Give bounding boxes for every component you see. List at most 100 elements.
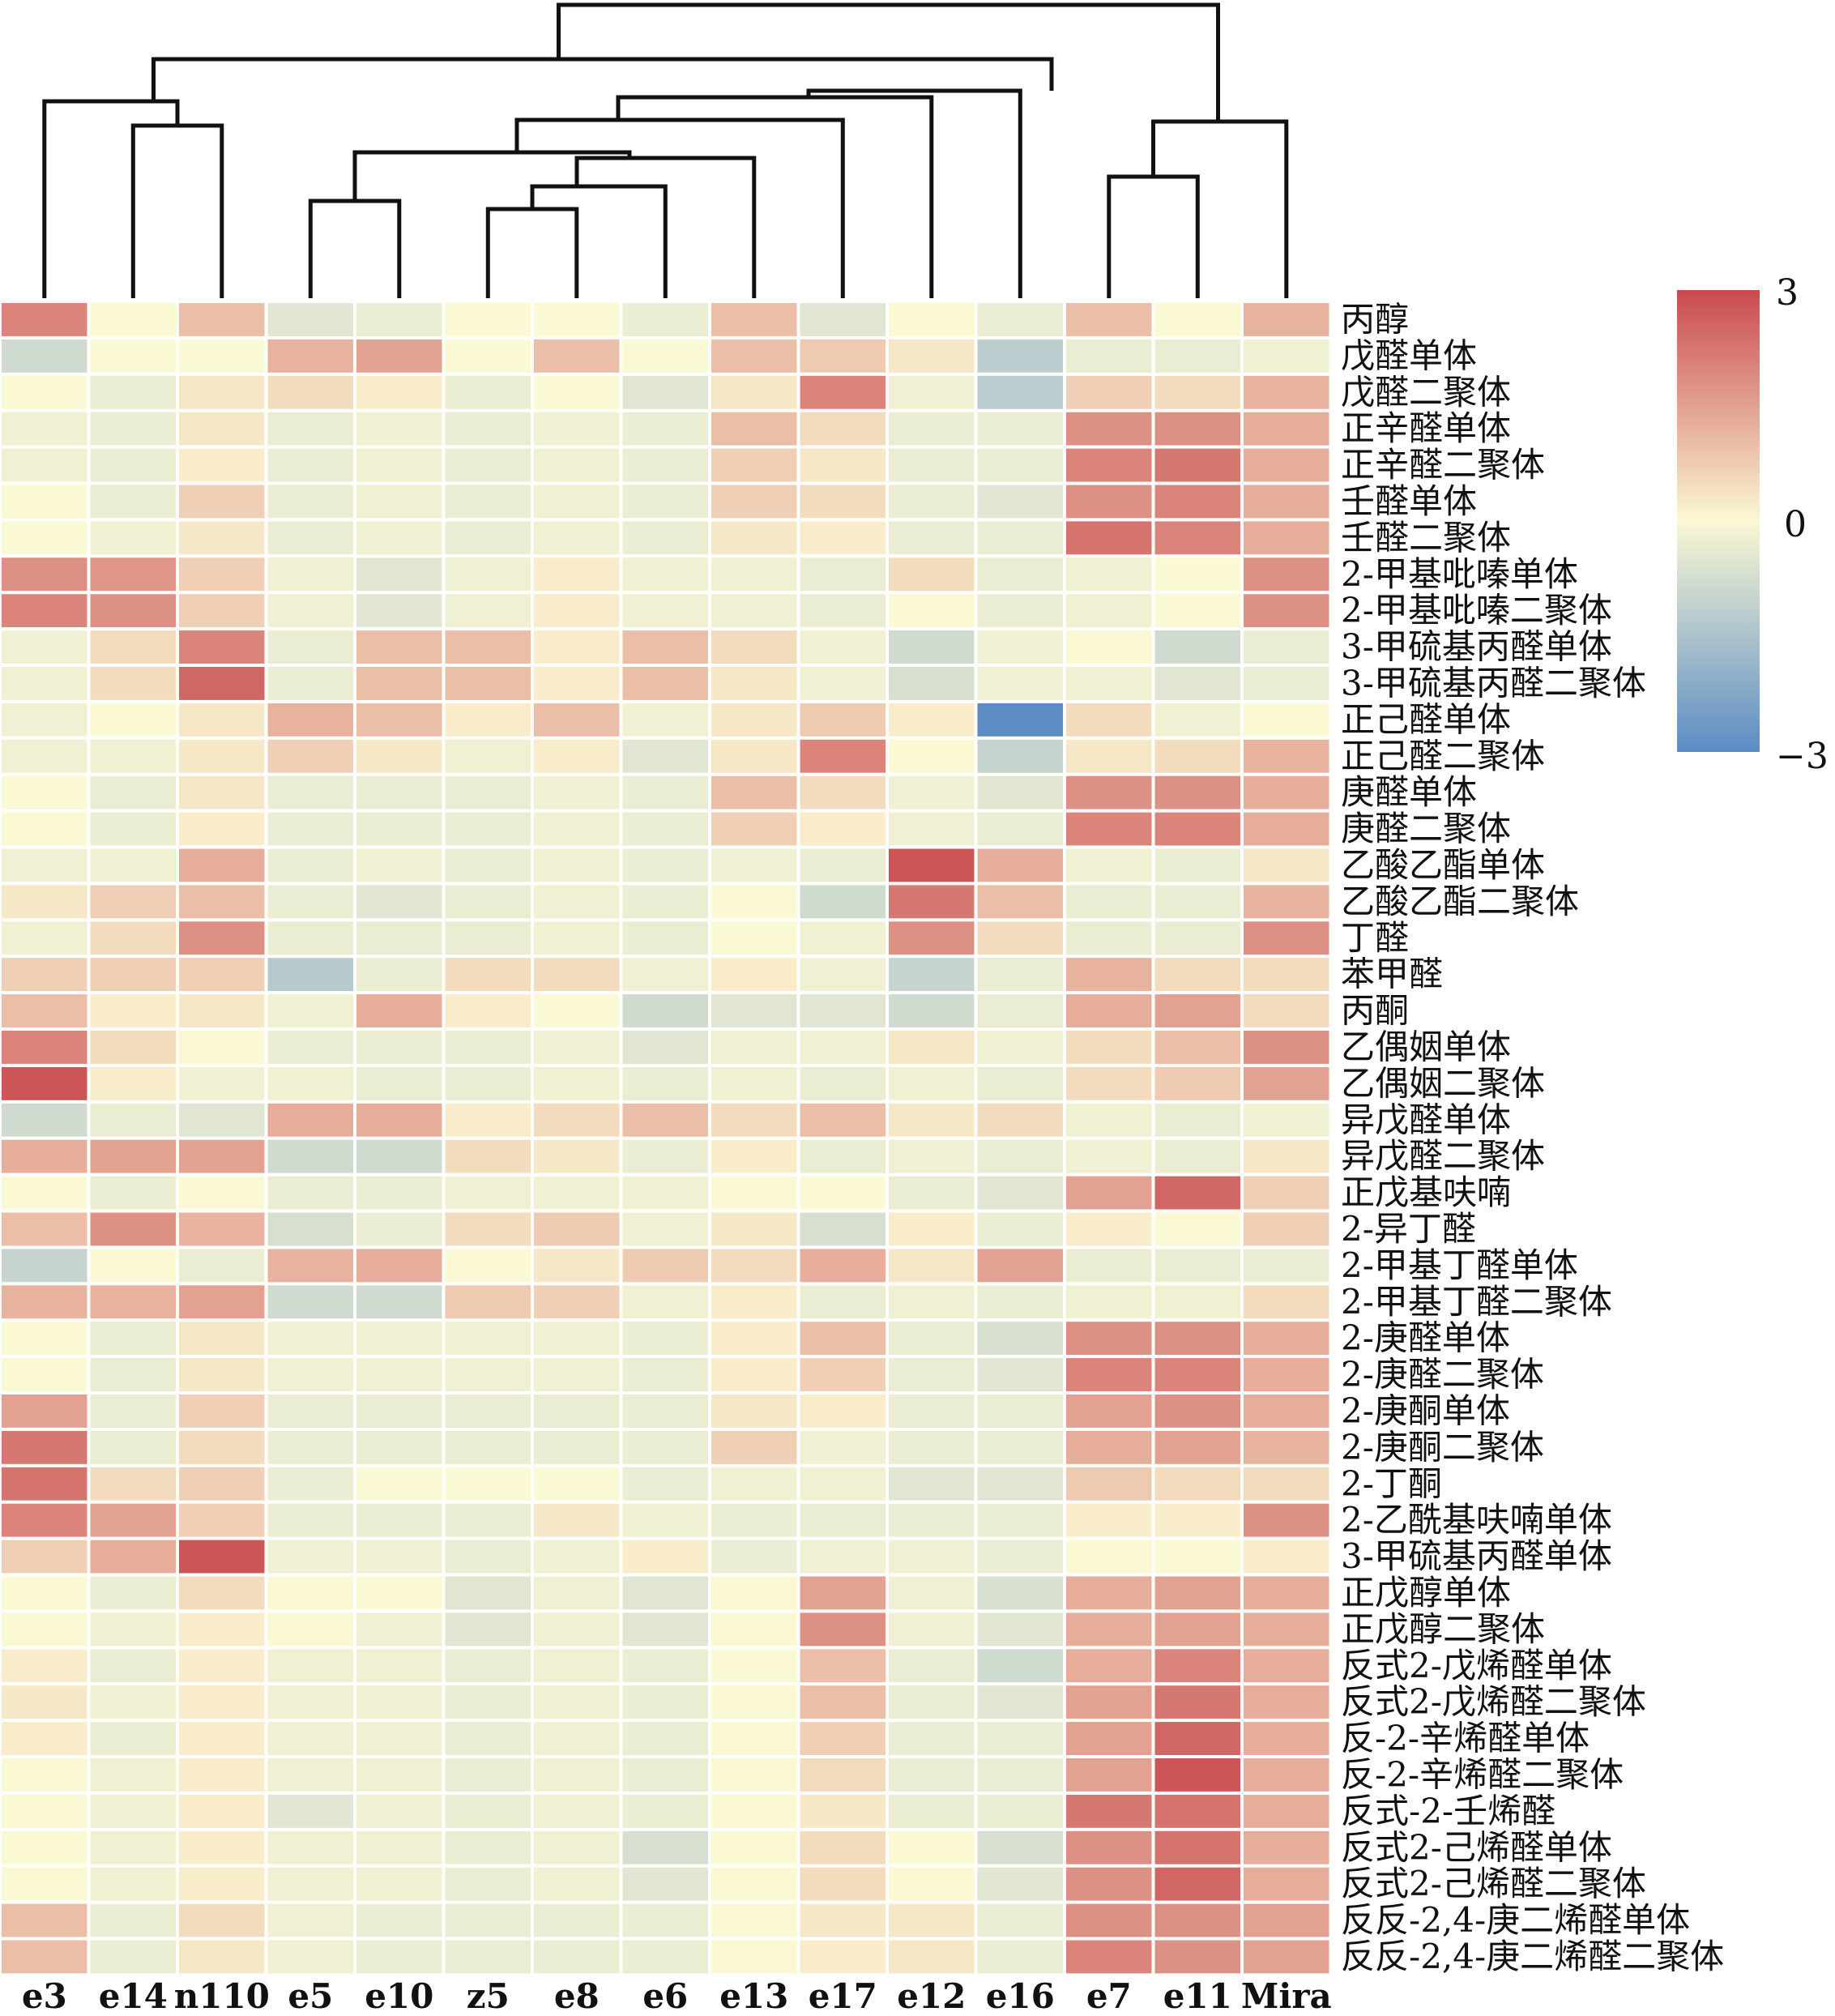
- heatmap-cell: [1154, 1503, 1240, 1537]
- heatmap-cell: [534, 812, 620, 846]
- heatmap-cell: [179, 703, 265, 737]
- dendrogram-link: [42, 99, 180, 298]
- heatmap-cell: [90, 994, 176, 1027]
- heatmap-cell: [179, 885, 265, 919]
- heatmap-cell: [711, 412, 797, 446]
- heatmap-cell: [179, 521, 265, 555]
- heatmap-cell: [1244, 375, 1329, 409]
- heatmap-cell: [356, 557, 442, 592]
- column-label: e13: [719, 1976, 788, 2016]
- heatmap-cell: [90, 1794, 176, 1828]
- dendrogram-link: [1107, 174, 1200, 298]
- heatmap-cell: [179, 667, 265, 700]
- heatmap-cell: [356, 1540, 442, 1574]
- heatmap-cell: [356, 1212, 442, 1246]
- heatmap-cell: [534, 1867, 620, 1901]
- heatmap-cell: [889, 412, 975, 446]
- heatmap-cell: [1154, 1903, 1240, 1937]
- heatmap-cell: [534, 1794, 620, 1828]
- heatmap-cell: [179, 448, 265, 482]
- heatmap-cell: [534, 1940, 620, 1974]
- heatmap-cell: [711, 1212, 797, 1246]
- heatmap-cell: [977, 557, 1063, 592]
- heatmap-cell: [2, 1830, 87, 1864]
- heatmap-cell: [356, 812, 442, 846]
- heatmap-cell: [800, 412, 885, 446]
- heatmap-cell: [445, 1576, 531, 1610]
- heatmap-cell: [267, 1031, 353, 1064]
- heatmap-cell: [711, 1503, 797, 1537]
- heatmap-cell: [534, 1758, 620, 1792]
- heatmap-cell: [534, 921, 620, 955]
- heatmap-cell: [2, 1867, 87, 1901]
- heatmap-cell: [1244, 1066, 1329, 1100]
- heatmap-cell: [889, 521, 975, 555]
- heatmap-cell: [179, 1139, 265, 1173]
- heatmap-cell: [800, 667, 885, 700]
- heatmap-cell: [1066, 958, 1152, 992]
- heatmap-cell: [90, 1322, 176, 1356]
- heatmap-cell: [711, 703, 797, 737]
- heatmap-cell: [800, 303, 885, 336]
- heatmap-cell: [800, 557, 885, 592]
- heatmap-cell: [889, 1867, 975, 1901]
- heatmap-cell: [622, 1212, 708, 1246]
- heatmap-cell: [534, 1830, 620, 1864]
- column-label: e7: [1086, 1976, 1132, 2016]
- heatmap-cell: [356, 1503, 442, 1537]
- color-scale-tick-mid: 0: [1784, 504, 1807, 545]
- heatmap-cell: [622, 1540, 708, 1574]
- heatmap-cell: [445, 1649, 531, 1683]
- heatmap-cell: [534, 1540, 620, 1574]
- heatmap-cell: [711, 1103, 797, 1137]
- heatmap-cell: [800, 1540, 885, 1574]
- heatmap-cell: [977, 521, 1063, 555]
- heatmap-cell: [445, 1249, 531, 1283]
- heatmap-cell: [2, 339, 87, 373]
- heatmap-cell: [800, 1612, 885, 1647]
- heatmap-cell: [90, 1103, 176, 1137]
- heatmap-cell: [711, 1540, 797, 1574]
- heatmap-cell: [179, 1867, 265, 1901]
- heatmap-cell: [889, 630, 975, 664]
- heatmap-cell: [2, 412, 87, 446]
- heatmap-cell: [445, 412, 531, 446]
- heatmap-cell: [179, 412, 265, 446]
- heatmap-cell: [977, 1103, 1063, 1137]
- heatmap-cell: [356, 1903, 442, 1937]
- heatmap-cell: [977, 1467, 1063, 1501]
- heatmap-cell: [534, 339, 620, 373]
- heatmap-cell: [2, 1176, 87, 1210]
- heatmap-cell: [800, 594, 885, 628]
- heatmap-cell: [977, 958, 1063, 992]
- heatmap-cell: [2, 812, 87, 846]
- heatmap-cell: [534, 594, 620, 628]
- dendrogram-link: [1151, 119, 1289, 298]
- heatmap-cell: [179, 1940, 265, 1974]
- heatmap-cell: [977, 375, 1063, 409]
- heatmap-cell: [267, 1358, 353, 1391]
- heatmap-cell: [534, 958, 620, 992]
- heatmap-cell: [1154, 1139, 1240, 1173]
- heatmap-cell: [445, 630, 531, 664]
- heatmap-cell: [977, 1794, 1063, 1828]
- heatmap-cell: [90, 1649, 176, 1683]
- column-label: e14: [99, 1976, 168, 2016]
- heatmap-cell: [977, 1139, 1063, 1173]
- heatmap-cell: [711, 375, 797, 409]
- heatmap-cell: [1154, 521, 1240, 555]
- heatmap-cell: [977, 1212, 1063, 1246]
- dendrogram-link: [352, 150, 632, 201]
- heatmap-cell: [889, 667, 975, 700]
- heatmap-cell: [2, 1685, 87, 1719]
- heatmap-cell: [2, 1794, 87, 1828]
- heatmap-cell: [356, 1066, 442, 1100]
- dendrogram-link: [308, 199, 402, 298]
- heatmap-cell: [1066, 1066, 1152, 1100]
- heatmap-cell: [889, 1285, 975, 1319]
- heatmap-cell: [534, 1503, 620, 1537]
- heatmap-cell: [90, 1249, 176, 1283]
- heatmap-cell: [711, 1940, 797, 1974]
- heatmap-cell: [800, 921, 885, 955]
- row-label: 戊醛二聚体: [1341, 372, 1511, 412]
